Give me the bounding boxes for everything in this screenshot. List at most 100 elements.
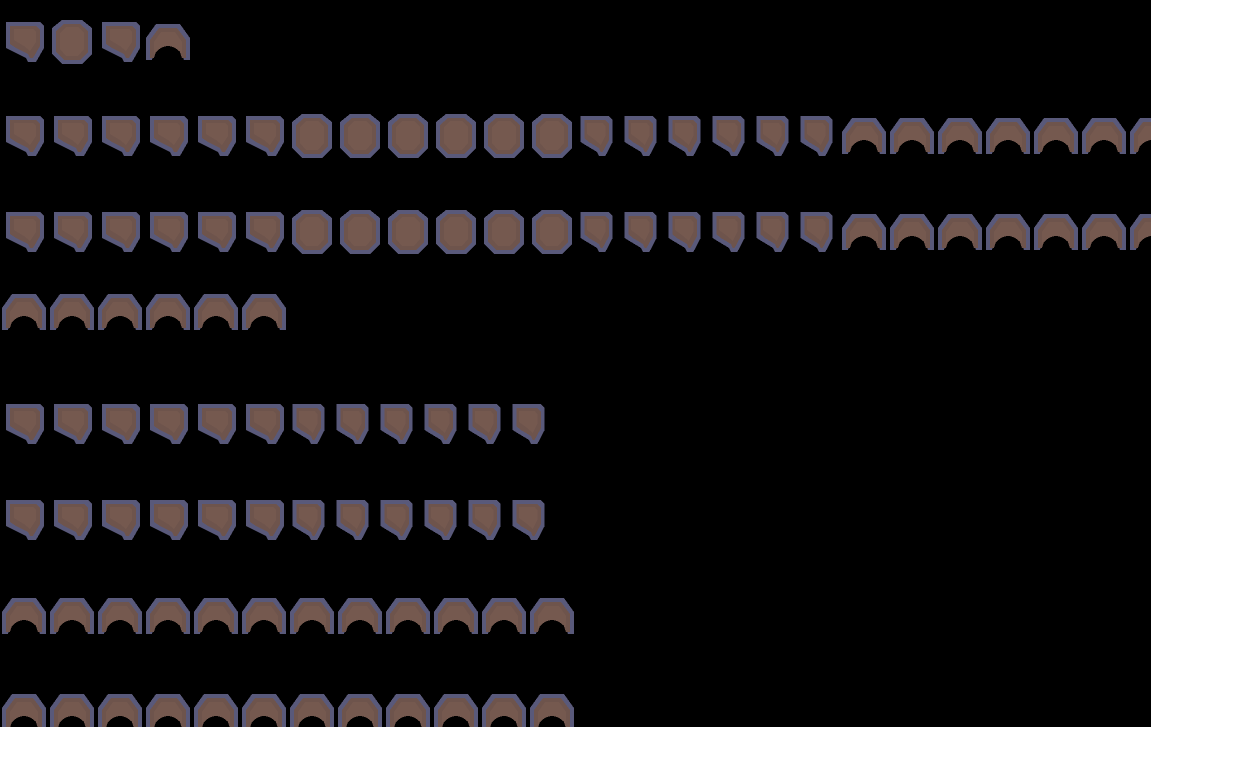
text-line [0,496,552,552]
o-blob-glyph [288,208,336,256]
arch-blob-glyph [984,112,1032,160]
comma-blob-glyph [420,496,464,544]
arch-blob-glyph [888,112,936,160]
comma-blob-glyph [0,18,48,66]
comma-blob-glyph [0,400,48,448]
comma-blob-glyph [96,112,144,160]
comma-blob-glyph [144,400,192,448]
comma-blob-glyph [48,400,96,448]
arch-blob-glyph [480,592,528,640]
arch-blob-glyph [1032,112,1080,160]
arch-blob-glyph [0,592,48,640]
comma-blob-glyph [464,496,508,544]
comma-blob-glyph [752,208,796,256]
text-canvas[interactable] [0,0,1151,727]
o-blob-glyph [432,112,480,160]
comma-blob-glyph [464,400,508,448]
text-line [0,112,1151,168]
arch-blob-glyph [192,688,240,727]
comma-blob-glyph [240,400,288,448]
comma-blob-glyph [796,112,840,160]
comma-blob-glyph [664,112,708,160]
comma-blob-glyph [508,400,552,448]
comma-blob-glyph [96,496,144,544]
comma-blob-glyph [192,208,240,256]
arch-blob-glyph [528,592,576,640]
arch-blob-glyph [0,288,48,336]
arch-blob-glyph [48,288,96,336]
comma-blob-glyph [96,18,144,66]
o-blob-glyph [384,208,432,256]
arch-blob-glyph [288,688,336,727]
arch-blob-glyph [240,288,288,336]
arch-blob-glyph [1080,208,1128,256]
comma-blob-glyph [332,400,376,448]
arch-blob-glyph [480,688,528,727]
comma-blob-glyph [240,496,288,544]
o-blob-glyph [480,112,528,160]
comma-blob-glyph [576,112,620,160]
arch-blob-glyph [144,688,192,727]
comma-blob-glyph [376,496,420,544]
comma-blob-glyph [708,208,752,256]
o-blob-glyph [384,112,432,160]
text-line [0,18,192,74]
o-blob-glyph [528,208,576,256]
arch-blob-glyph [1128,208,1151,256]
comma-blob-glyph [48,496,96,544]
arch-blob-glyph [384,592,432,640]
comma-blob-glyph [508,496,552,544]
arch-blob-glyph [144,592,192,640]
comma-blob-glyph [288,400,332,448]
o-blob-glyph [48,18,96,66]
arch-blob-glyph [240,688,288,727]
arch-blob-glyph [144,18,192,66]
comma-blob-glyph [708,112,752,160]
arch-blob-glyph [888,208,936,256]
comma-blob-glyph [144,112,192,160]
arch-blob-glyph [936,208,984,256]
arch-blob-glyph [144,288,192,336]
comma-blob-glyph [240,112,288,160]
comma-blob-glyph [752,112,796,160]
o-blob-glyph [480,208,528,256]
comma-blob-glyph [620,112,664,160]
o-blob-glyph [336,208,384,256]
comma-blob-glyph [0,208,48,256]
text-line [0,208,1151,264]
comma-blob-glyph [48,112,96,160]
comma-blob-glyph [0,112,48,160]
arch-blob-glyph [840,208,888,256]
arch-blob-glyph [96,592,144,640]
arch-blob-glyph [336,688,384,727]
o-blob-glyph [432,208,480,256]
comma-blob-glyph [192,112,240,160]
arch-blob-glyph [288,592,336,640]
arch-blob-glyph [48,688,96,727]
arch-blob-glyph [0,688,48,727]
arch-blob-glyph [984,208,1032,256]
arch-blob-glyph [384,688,432,727]
comma-blob-glyph [332,496,376,544]
arch-blob-glyph [336,592,384,640]
comma-blob-glyph [96,208,144,256]
text-line [0,400,552,456]
arch-blob-glyph [840,112,888,160]
comma-blob-glyph [796,208,840,256]
comma-blob-glyph [664,208,708,256]
comma-blob-glyph [576,208,620,256]
arch-blob-glyph [936,112,984,160]
comma-blob-glyph [288,496,332,544]
o-blob-glyph [528,112,576,160]
text-line [0,592,576,648]
arch-blob-glyph [240,592,288,640]
text-line [0,288,288,344]
arch-blob-glyph [1032,208,1080,256]
comma-blob-glyph [620,208,664,256]
comma-blob-glyph [192,400,240,448]
arch-blob-glyph [96,288,144,336]
comma-blob-glyph [240,208,288,256]
arch-blob-glyph [528,688,576,727]
comma-blob-glyph [420,400,464,448]
o-blob-glyph [336,112,384,160]
